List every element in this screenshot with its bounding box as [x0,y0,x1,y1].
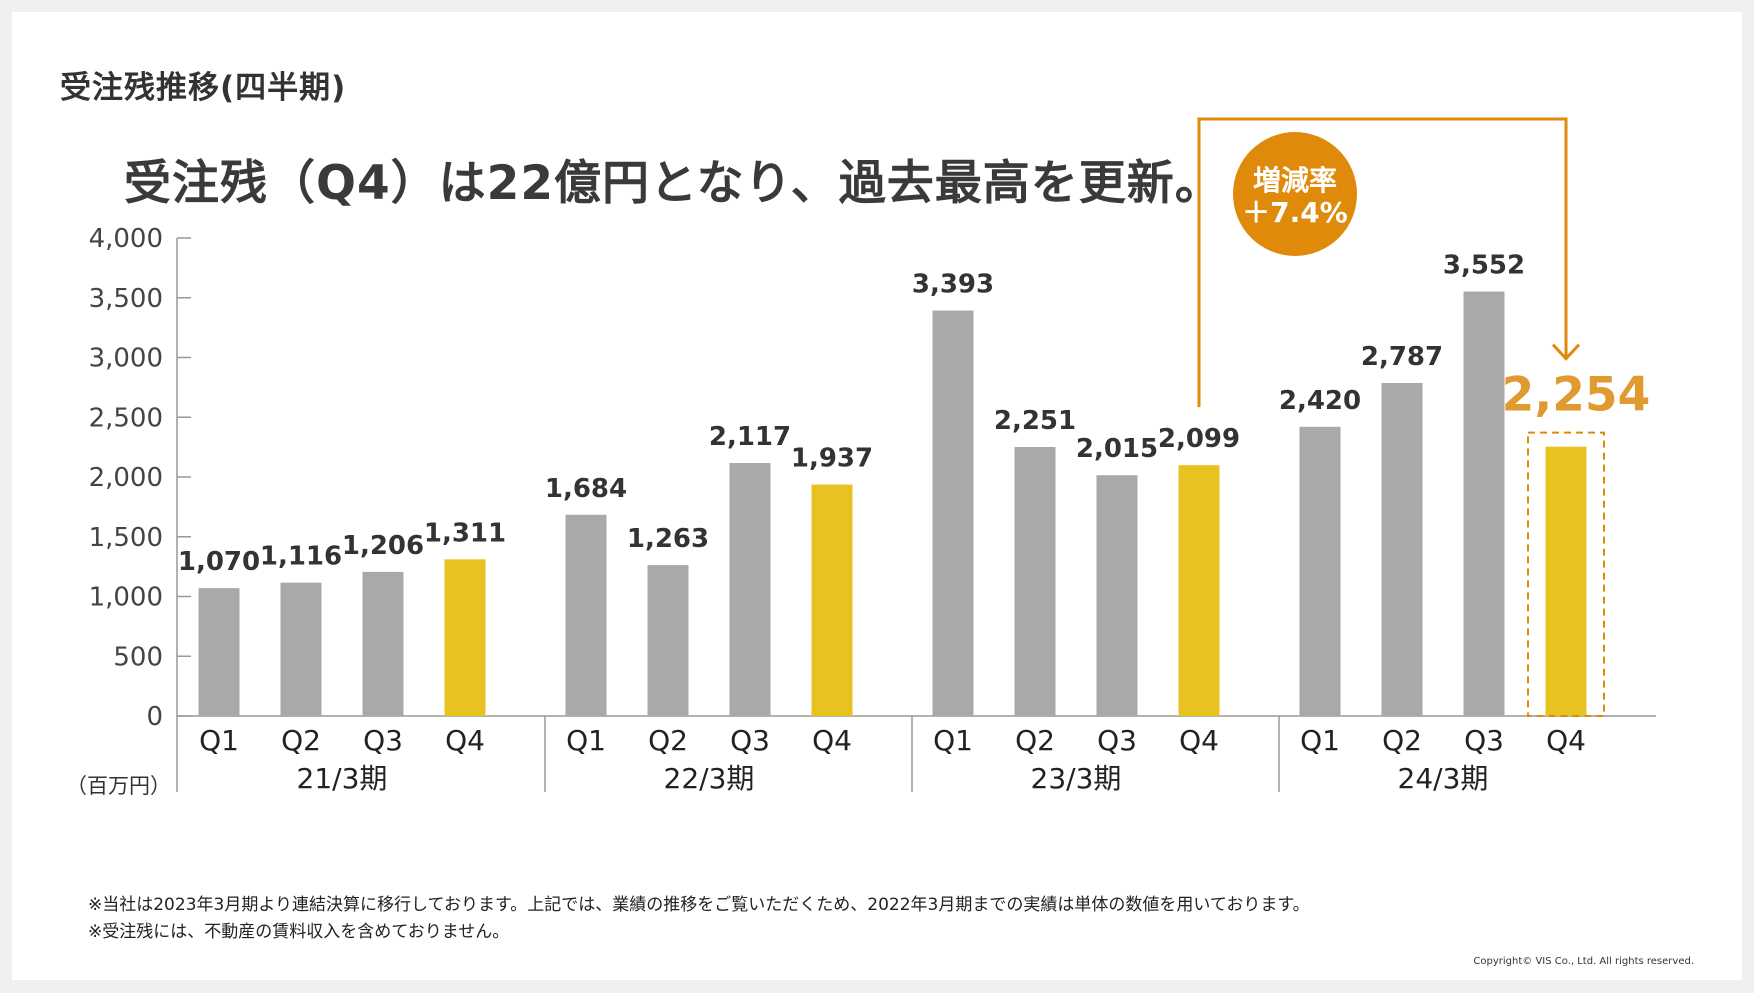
bar[interactable] [362,571,404,716]
copyright: Copyright© VIS Co., Ltd. All rights rese… [1473,956,1694,967]
labels-layer: 0 500 1,000 1,500 2,000 2,500 3,000 3,500 4,000 （… [66,224,1650,798]
x-tick-label: Q2 [1382,724,1422,757]
data-label: 1,684 [545,474,627,504]
bar[interactable] [565,514,607,716]
headline: 受注残（Q4）は22億円となり、過去最高を更新。 [124,156,1223,211]
bar[interactable] [198,588,240,716]
x-tick-label: Q3 [363,724,403,757]
data-label: 2,420 [1279,386,1361,416]
data-label: 1,206 [342,531,424,561]
bar[interactable] [647,565,689,716]
x-tick-label: Q4 [445,724,485,757]
slide: 受注残推移(四半期) 受注残（Q4）は22億円となり、過去最高を更新。 0 500… [12,12,1742,980]
annotation-layer: 増減率＋7.4% [1197,117,1605,717]
data-label: 2,251 [994,406,1076,436]
x-tick-label: Q1 [566,724,606,757]
y-tick-label: 3,500 [89,284,163,314]
bar[interactable] [1178,465,1220,716]
bars-layer [198,291,1587,716]
data-label: 1,263 [627,524,709,554]
bar[interactable] [1014,447,1056,716]
y-tick-label: 2,500 [89,403,163,433]
bar[interactable] [811,484,853,716]
group-label: 21/3期 [297,762,388,795]
data-label: 1,937 [791,444,873,474]
bar[interactable] [1381,382,1423,716]
y-tick-label: 500 [113,642,163,672]
y-tick-label: 1,500 [89,523,163,553]
x-tick-label: Q4 [1546,724,1586,757]
group-label: 23/3期 [1031,762,1122,795]
section-title: 受注残推移(四半期) [60,70,347,106]
unit-label: （百万円） [66,774,171,798]
x-tick-label: Q4 [1179,724,1219,757]
group-label: 22/3期 [664,762,755,795]
x-tick-label: Q2 [1015,724,1055,757]
bar[interactable] [1545,446,1587,716]
x-tick-label: Q1 [199,724,239,757]
y-tick-label: 3,000 [89,344,163,374]
data-label: 2,099 [1158,424,1240,454]
arrow-head [1551,343,1581,361]
footnote: ※受注残には、不動産の賃料収入を含めておりません。 [88,922,510,942]
bar[interactable] [444,559,486,716]
y-tick-label: 4,000 [89,224,163,254]
badge-value: ＋7.4% [1242,196,1348,229]
data-label: 2,015 [1076,434,1158,464]
x-tick-label: Q4 [812,724,852,757]
bar[interactable] [932,310,974,716]
order-backlog-chart: 0 500 1,000 1,500 2,000 2,500 3,000 3,500 4,000 （… [66,117,1656,798]
data-label: 3,393 [912,270,994,300]
bar[interactable] [1096,475,1138,716]
y-tick-label: 2,000 [89,463,163,493]
bar[interactable] [280,582,322,716]
footnotes: ※当社は2023年3月期より連結決算に移行しております。上記では、業績の推移をご… [88,892,1310,946]
footnote: ※当社は2023年3月期より連結決算に移行しております。上記では、業績の推移をご… [88,895,1310,915]
data-label: 1,116 [260,542,342,572]
y-tick-label: 1,000 [89,583,163,613]
bar[interactable] [729,463,771,716]
x-tick-label: Q1 [933,724,973,757]
comparison-bracket [1197,117,1568,408]
x-tick-label: Q3 [1464,724,1504,757]
data-label: 1,070 [178,547,260,577]
highlight-box [1527,431,1605,717]
y-tick-label: 0 [146,702,163,732]
change-rate-badge [1233,132,1357,256]
x-tick-label: Q3 [1097,724,1137,757]
group-label: 24/3期 [1398,762,1489,795]
data-label: 1,311 [424,518,506,548]
badge-title: 増減率 [1253,164,1337,197]
x-tick-label: Q2 [648,724,688,757]
data-label: 2,787 [1361,342,1443,372]
bar[interactable] [1463,291,1505,716]
x-tick-label: Q2 [281,724,321,757]
data-label-highlight: 2,254 [1502,368,1651,423]
data-label: 3,552 [1443,251,1525,281]
x-tick-label: Q3 [730,724,770,757]
data-label: 2,117 [709,422,791,452]
x-tick-label: Q1 [1300,724,1340,757]
bar[interactable] [1299,426,1341,716]
